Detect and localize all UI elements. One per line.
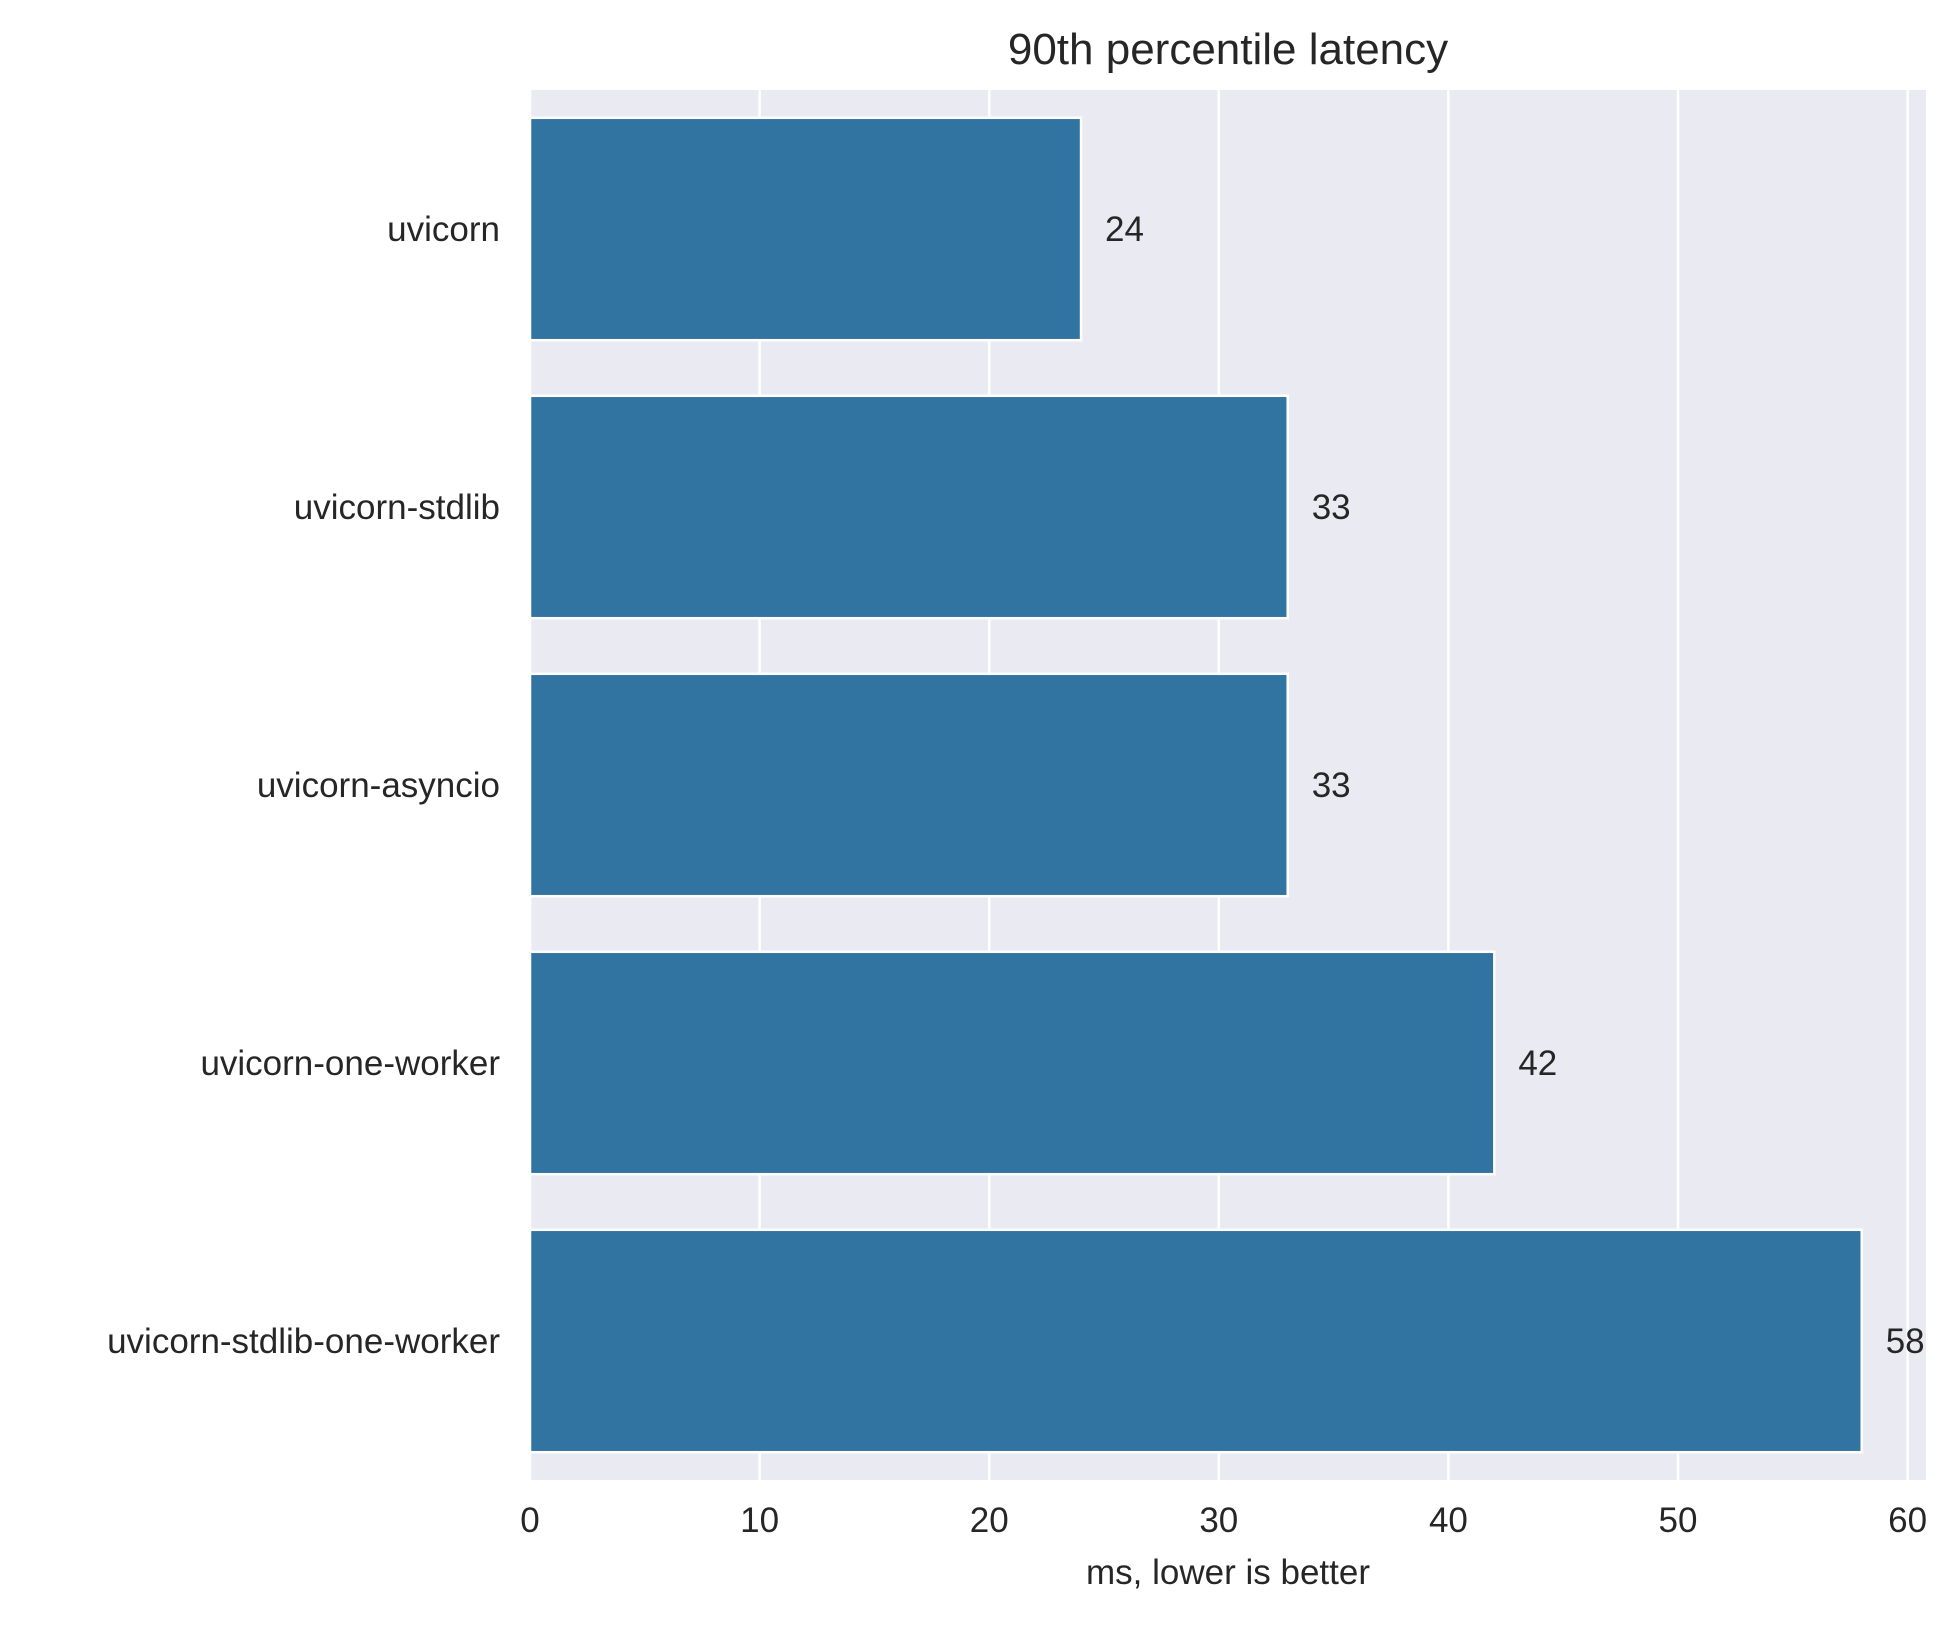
bar-value-label: 42 [1518, 1044, 1557, 1083]
bar-value-label: 33 [1312, 766, 1351, 805]
x-tick-label: 30 [1199, 1501, 1238, 1540]
x-tick-label: 60 [1888, 1501, 1927, 1540]
x-tick-label: 40 [1429, 1501, 1468, 1540]
bar [528, 672, 1289, 898]
bar [528, 950, 1496, 1176]
x-tick-label: 50 [1659, 1501, 1698, 1540]
chart-title: 90th percentile latency [1008, 25, 1448, 74]
y-category-label: uvicorn-one-worker [200, 1044, 500, 1083]
y-axis-category-labels: uvicorn uvicorn-stdlib uvicorn-asyncio uvic… [107, 210, 500, 1361]
value-labels: 24 33 33 42 58 [1105, 210, 1925, 1361]
y-category-label: uvicorn-asyncio [257, 766, 500, 805]
bar [528, 1228, 1863, 1454]
y-category-label: uvicorn-stdlib [294, 488, 500, 527]
bar [528, 394, 1289, 620]
bar-value-label: 33 [1312, 488, 1351, 527]
x-tick-label: 10 [740, 1501, 779, 1540]
y-category-label: uvicorn-stdlib-one-worker [107, 1322, 500, 1361]
bar-value-label: 58 [1886, 1322, 1925, 1361]
y-category-label: uvicorn [387, 210, 500, 249]
x-tick-label: 20 [970, 1501, 1009, 1540]
bar [528, 116, 1083, 342]
x-axis-tick-labels: 0 10 20 30 40 50 60 [520, 1501, 1927, 1540]
bar-value-label: 24 [1105, 210, 1144, 249]
x-axis-label: ms, lower is better [1086, 1553, 1370, 1592]
bars [528, 116, 1863, 1454]
x-tick-label: 0 [520, 1501, 539, 1540]
